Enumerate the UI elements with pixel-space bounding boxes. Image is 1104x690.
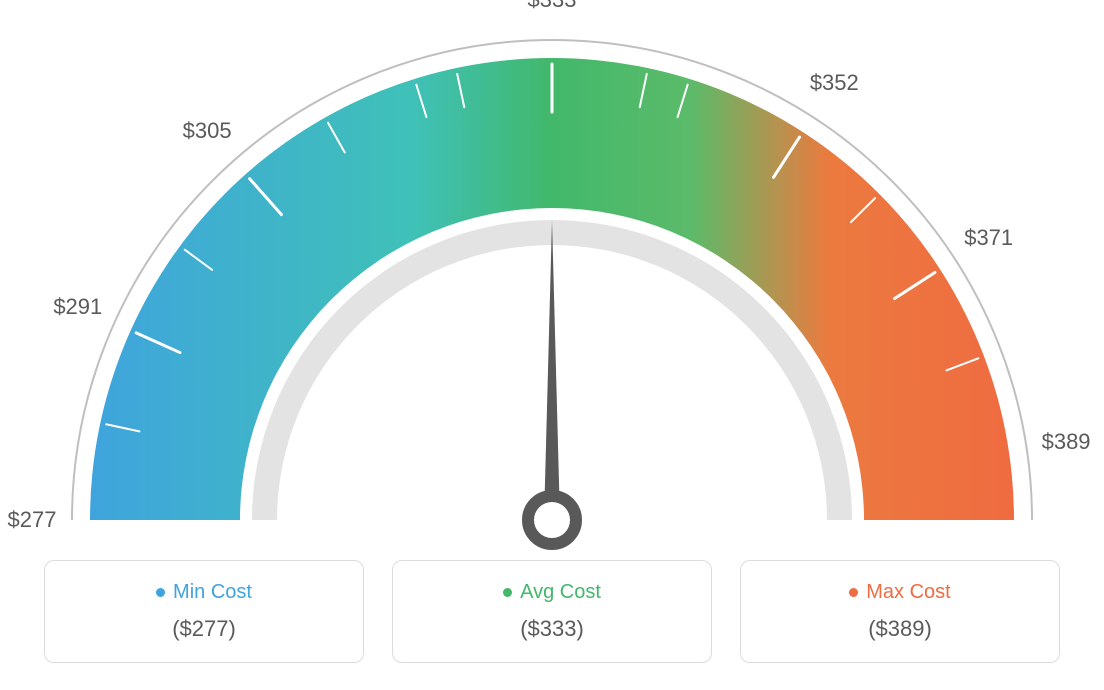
legend-title-avg-text: Avg Cost: [520, 581, 601, 603]
legend-card-min: Min Cost ($277): [44, 560, 364, 663]
gauge-tick-label: $291: [53, 294, 102, 320]
gauge-tick-label: $352: [810, 70, 859, 96]
legend-card-avg: Avg Cost ($333): [392, 560, 712, 663]
legend-title-min: Min Cost: [55, 581, 353, 604]
dot-max: [849, 588, 858, 597]
gauge-tick-label: $305: [183, 118, 232, 144]
dot-avg: [503, 588, 512, 597]
legend-title-min-text: Min Cost: [173, 581, 252, 603]
legend-value-avg: ($333): [403, 616, 701, 642]
gauge-svg: [0, 0, 1104, 560]
legend-row: Min Cost ($277) Avg Cost ($333) Max Cost…: [0, 560, 1104, 663]
legend-title-max-text: Max Cost: [866, 581, 950, 603]
dot-min: [156, 588, 165, 597]
gauge-tick-label: $389: [1042, 429, 1091, 455]
gauge-tick-label: $277: [8, 507, 57, 533]
legend-value-min: ($277): [55, 616, 353, 642]
legend-card-max: Max Cost ($389): [740, 560, 1060, 663]
legend-title-max: Max Cost: [751, 581, 1049, 604]
gauge-chart: $277 $291 $305 $333 $352 $371 $389: [0, 0, 1104, 560]
gauge-tick-label: $333: [528, 0, 577, 13]
legend-title-avg: Avg Cost: [403, 581, 701, 604]
legend-value-max: ($389): [751, 616, 1049, 642]
gauge-tick-label: $371: [964, 225, 1013, 251]
